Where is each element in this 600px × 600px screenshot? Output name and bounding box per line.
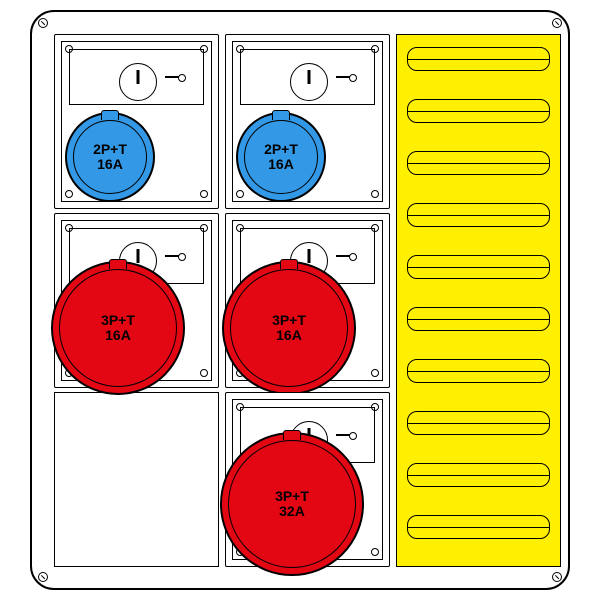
- distribution-enclosure: 2P+T 16A 2P+T 16A: [30, 10, 570, 590]
- socket-key-notch-icon: [283, 430, 301, 440]
- corner-screw-icon: [38, 18, 48, 28]
- breaker-slot: [407, 515, 550, 539]
- module-screw-icon: [200, 369, 208, 377]
- cee-socket: 2P+T 16A: [65, 112, 155, 202]
- breaker-slot: [407, 99, 550, 123]
- breaker-slot: [407, 359, 550, 383]
- breaker-slot: [407, 203, 550, 227]
- module-screw-icon: [371, 190, 379, 198]
- module-screw-icon: [371, 369, 379, 377]
- module-grid: 2P+T 16A 2P+T 16A: [54, 34, 561, 567]
- rotary-switch-icon: [290, 63, 328, 101]
- module-screw-icon: [236, 190, 244, 198]
- switch-area: [240, 49, 375, 105]
- switch-indicator-icon: [336, 434, 354, 436]
- cee-socket: 3P+T 16A: [51, 261, 185, 395]
- blank-module: [54, 392, 219, 567]
- switch-indicator-icon: [165, 255, 183, 257]
- breaker-slot: [407, 255, 550, 279]
- module-screw-icon: [371, 548, 379, 556]
- socket-module: 2P+T 16A: [225, 34, 390, 209]
- socket-ring-icon: [230, 269, 348, 387]
- breaker-slot: [407, 307, 550, 331]
- socket-module: 3P+T 32A: [225, 392, 390, 567]
- module-screw-icon: [200, 190, 208, 198]
- socket-key-notch-icon: [109, 259, 127, 269]
- breaker-slot: [407, 411, 550, 435]
- socket-key-notch-icon: [280, 259, 298, 269]
- socket-ring-icon: [228, 440, 356, 568]
- switch-indicator-icon: [165, 76, 183, 78]
- switch-area: [69, 49, 204, 105]
- breaker-slot: [407, 47, 550, 71]
- socket-key-notch-icon: [272, 110, 290, 120]
- breaker-panel: [396, 34, 561, 567]
- socket-ring-icon: [244, 120, 318, 194]
- socket-ring-icon: [73, 120, 147, 194]
- socket-module: 3P+T 16A: [54, 213, 219, 388]
- socket-key-notch-icon: [101, 110, 119, 120]
- corner-screw-icon: [38, 572, 48, 582]
- socket-ring-icon: [59, 269, 177, 387]
- cee-socket: 2P+T 16A: [236, 112, 326, 202]
- switch-indicator-icon: [336, 255, 354, 257]
- corner-screw-icon: [552, 572, 562, 582]
- socket-module: 2P+T 16A: [54, 34, 219, 209]
- module-screw-icon: [65, 190, 73, 198]
- socket-module: 3P+T 16A: [225, 213, 390, 388]
- rotary-switch-icon: [119, 63, 157, 101]
- cee-socket: 3P+T 32A: [220, 432, 364, 576]
- breaker-slot: [407, 151, 550, 175]
- switch-indicator-icon: [336, 76, 354, 78]
- corner-screw-icon: [552, 18, 562, 28]
- cee-socket: 3P+T 16A: [222, 261, 356, 395]
- breaker-slot: [407, 463, 550, 487]
